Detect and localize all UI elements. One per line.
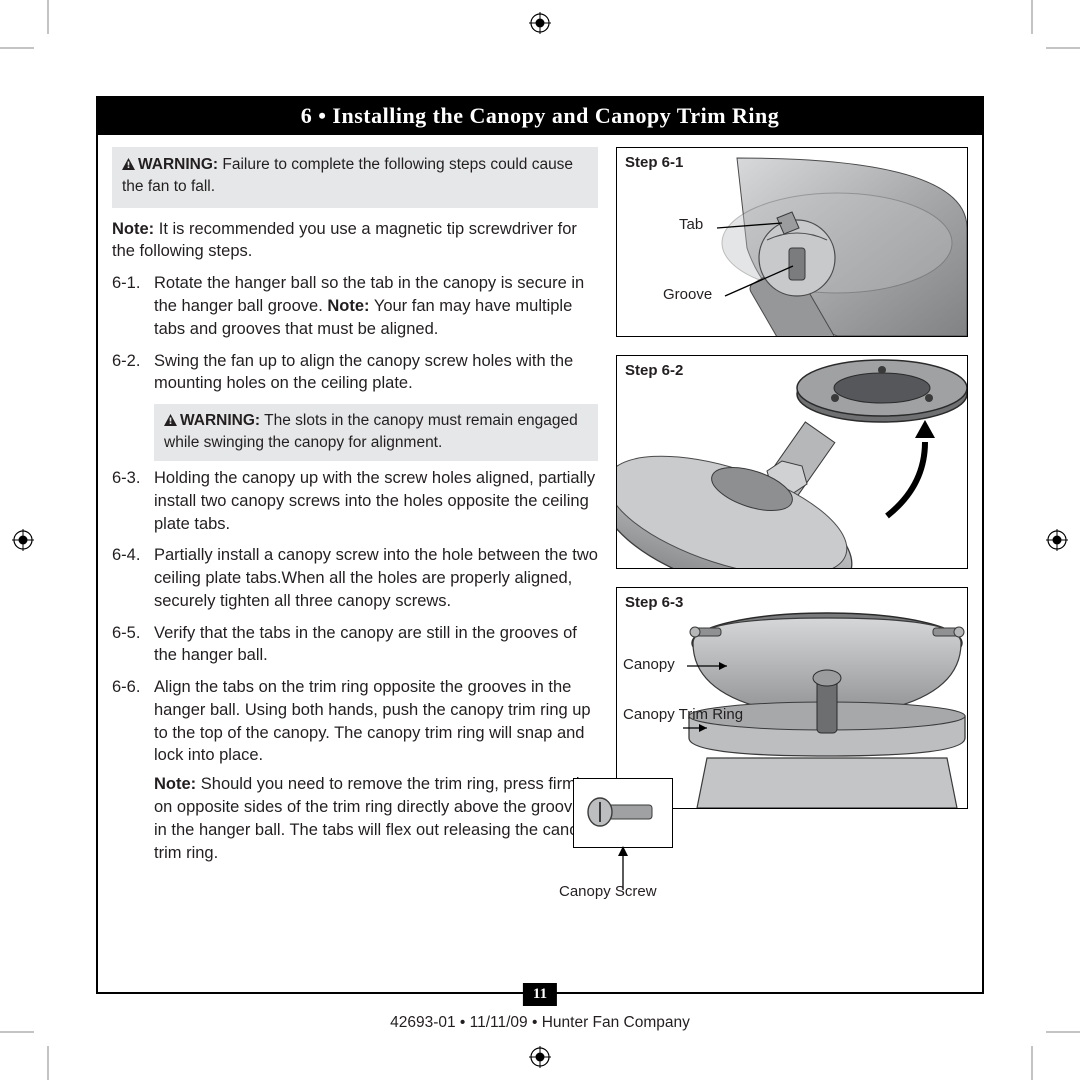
figure-6-3: Step 6-3: [616, 587, 968, 809]
page-number: 11: [523, 983, 557, 1006]
step-text: Partially install a canopy screw into th…: [154, 544, 598, 612]
step-6-4: 6-4. Partially install a canopy screw in…: [112, 544, 598, 612]
step-number: 6-3.: [112, 467, 154, 535]
figure-6-2: Step 6-2: [616, 355, 968, 569]
label-canopy-trim-ring: Canopy Trim Ring: [623, 706, 743, 723]
label-canopy: Canopy: [623, 656, 675, 673]
step-text: Align the tabs on the trim ring opposite…: [154, 676, 598, 864]
warning-icon: [122, 156, 135, 177]
warning-label: WARNING:: [138, 156, 218, 173]
text-column: WARNING: Failure to complete the followi…: [112, 147, 598, 873]
section-title: 6 • Installing the Canopy and Canopy Tri…: [98, 98, 982, 135]
figure-column: Step 6-1: [616, 147, 968, 873]
step-number: 6-5.: [112, 622, 154, 668]
reg-mark-bottom: [529, 1046, 551, 1068]
figure-6-3-art: [617, 588, 967, 808]
top-note: Note: It is recommended you use a magnet…: [112, 218, 598, 263]
step-number: 6-2.: [112, 350, 154, 396]
warning-inner: WARNING: The slots in the canopy must re…: [154, 404, 598, 461]
label-canopy-screw: Canopy Screw: [559, 883, 657, 900]
content-area: WARNING: Failure to complete the followi…: [98, 135, 982, 873]
figure-6-1-art: [617, 148, 967, 336]
screw-icon: [574, 779, 674, 849]
note-bold: Note:: [112, 220, 154, 238]
reg-mark-left: [12, 529, 34, 551]
step-6-6: 6-6. Align the tabs on the trim ring opp…: [112, 676, 598, 864]
step-text: Rotate the hanger ball so the tab in the…: [154, 272, 598, 340]
step-text: Swing the fan up to align the canopy scr…: [154, 350, 598, 396]
step-6-2: 6-2. Swing the fan up to align the canop…: [112, 350, 598, 396]
step-note: Note: Should you need to remove the trim…: [154, 773, 598, 864]
step-number: 6-1.: [112, 272, 154, 340]
label-tab: Tab: [679, 216, 703, 233]
figure-inset-screw: [573, 778, 673, 848]
reg-mark-top: [529, 12, 551, 34]
note-text: It is recommended you use a magnetic tip…: [112, 220, 577, 260]
warning-label: WARNING:: [180, 412, 260, 429]
figure-6-2-art: [617, 356, 967, 568]
step-6-1: 6-1. Rotate the hanger ball so the tab i…: [112, 272, 598, 340]
step-text: Verify that the tabs in the canopy are s…: [154, 622, 598, 668]
footer-text: 42693-01 • 11/11/09 • Hunter Fan Company: [390, 1014, 690, 1032]
step-number: 6-6.: [112, 676, 154, 864]
step-number: 6-4.: [112, 544, 154, 612]
label-groove: Groove: [663, 286, 712, 303]
step-6-5: 6-5. Verify that the tabs in the canopy …: [112, 622, 598, 668]
step-list: 6-1. Rotate the hanger ball so the tab i…: [112, 272, 598, 395]
warning-icon: [164, 412, 177, 433]
warning-top: WARNING: Failure to complete the followi…: [112, 147, 598, 208]
page-frame: 6 • Installing the Canopy and Canopy Tri…: [96, 96, 984, 994]
reg-mark-right: [1046, 529, 1068, 551]
step-6-3: 6-3. Holding the canopy up with the scre…: [112, 467, 598, 535]
step-text: Holding the canopy up with the screw hol…: [154, 467, 598, 535]
step-list-2: 6-3. Holding the canopy up with the scre…: [112, 467, 598, 864]
figure-6-1: Step 6-1: [616, 147, 968, 337]
